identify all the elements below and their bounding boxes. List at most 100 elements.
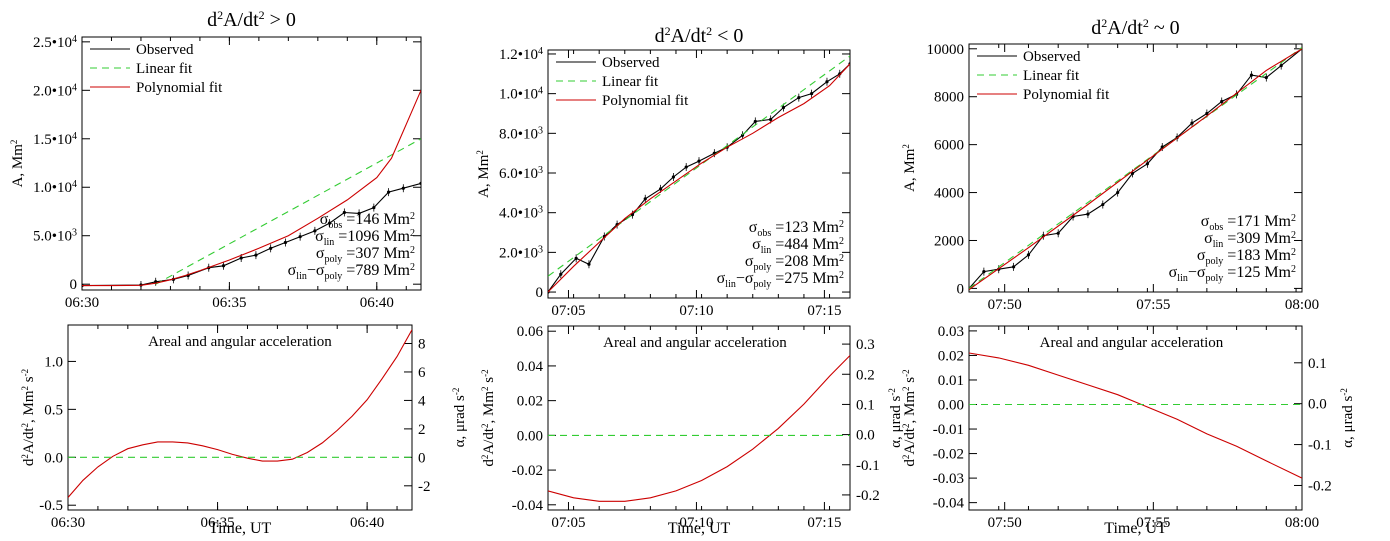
y-tick-label: 0.02 — [517, 394, 543, 410]
plot-area — [969, 352, 1302, 479]
y-tick-label: 0.5 — [44, 402, 63, 418]
y-tick-label: -0.02 — [933, 447, 964, 463]
x-tick-label: 07:05 — [551, 303, 585, 319]
stat-annotation: σlin−σpoly =789 Mm2 — [288, 262, 415, 283]
x-axis-label: Time, UT — [1104, 520, 1167, 537]
plot-frame — [547, 49, 851, 299]
y-tick-label: 6.0•103 — [499, 165, 543, 183]
y-tick-label: -0.03 — [933, 471, 964, 487]
y-tick-label: -0.01 — [933, 422, 964, 438]
y-tick-label: -0.04 — [512, 498, 544, 514]
plot-area — [548, 355, 850, 502]
y-tick-label: 0.06 — [517, 324, 544, 340]
chart-title: d2A/dt2 > 0 — [207, 8, 296, 31]
y2-axis-label: α, μrad s-2 — [1339, 388, 1356, 448]
series-polynomial-fit — [82, 90, 421, 287]
y-tick-label: 1.0•104 — [499, 85, 543, 103]
legend-label: Polynomial fit — [1023, 87, 1110, 103]
y-tick-label: 0 — [536, 285, 544, 301]
x-tick-label: 08:00 — [1285, 297, 1319, 313]
y-tick-label: 6000 — [934, 138, 964, 154]
y-tick-label: 8.0•103 — [499, 125, 543, 143]
chart-panel-2: 07:05 07:10 07:15 0 2.0•103 4.0•103 6.0•103 8.0… — [475, 24, 851, 319]
y2-tick-label: 0.3 — [856, 337, 875, 353]
x-tick-label: 06:40 — [360, 295, 394, 311]
y2-tick-label: 2 — [418, 422, 426, 438]
y2-tick-label: -0.2 — [856, 488, 880, 504]
y2-tick-label: 0.2 — [856, 367, 875, 383]
series-polynomial-fit — [548, 63, 850, 293]
chart-title: d2A/dt2 ~ 0 — [1091, 16, 1179, 39]
y-tick-label: 8000 — [934, 90, 964, 106]
y-axis-label: A, Mm2 — [9, 140, 26, 188]
x-tick-label: 06:40 — [350, 515, 384, 531]
y2-tick-label: -0.1 — [856, 458, 880, 474]
y-tick-label: 1.0•104 — [33, 179, 77, 197]
y2-tick-label: 4 — [418, 393, 426, 409]
y-tick-label: 0.04 — [517, 359, 544, 375]
plot-area — [969, 44, 1302, 292]
stat-annotation: σlin−σpoly =125 Mm2 — [1169, 264, 1296, 285]
plot-frame — [67, 324, 413, 511]
legend-label: Observed — [602, 55, 660, 71]
y2-tick-label: -0.2 — [1308, 478, 1332, 494]
y-tick-label: -0.04 — [933, 496, 965, 512]
chart-panel-1: 06:30 06:35 06:40 0 5.0•103 1.0•104 1.5•104 2.0… — [9, 8, 422, 311]
y-axis-label: d2A/dt2, Mm2 s-2 — [901, 369, 918, 466]
plot-frame — [547, 325, 851, 511]
legend-label: Polynomial fit — [136, 80, 223, 96]
x-tick-label: 07:55 — [1136, 515, 1170, 531]
x-tick-label: 07:50 — [988, 515, 1022, 531]
y2-tick-label: 0.0 — [856, 428, 875, 444]
plot-area — [548, 55, 850, 297]
y-tick-label: 4000 — [934, 186, 964, 202]
x-tick-label: 07:15 — [807, 515, 841, 531]
x-tick-label: 07:05 — [551, 515, 585, 531]
y-tick-label: 1.2•104 — [499, 45, 543, 63]
stat-annotation: σobs =146 Mm2 — [320, 211, 415, 232]
x-tick-label: 07:10 — [679, 303, 713, 319]
legend-label: Linear fit — [136, 61, 193, 77]
series-acceleration — [68, 329, 412, 498]
chart-panel-3: 07:50 07:55 08:00 0 2000 4000 6000 8000 10000 A, … — [901, 16, 1319, 313]
stat-annotation: σobs =123 Mm2 — [749, 219, 844, 240]
y-tick-label: 4.0•103 — [499, 204, 543, 222]
x-tick-label: 07:50 — [988, 297, 1022, 313]
series-acceleration — [548, 355, 850, 502]
y-tick-label: 0 — [70, 277, 78, 293]
y2-tick-label: 0.0 — [1308, 397, 1327, 413]
stat-annotation: σlin =309 Mm2 — [1204, 230, 1296, 251]
stat-annotation: σpoly =183 Mm2 — [1197, 247, 1296, 268]
y-axis-label: d2A/dt2, Mm2 s-2 — [480, 369, 497, 466]
x-tick-label: 07:55 — [1136, 297, 1170, 313]
y-tick-label: 0.01 — [938, 373, 964, 389]
plot-area — [68, 329, 412, 498]
legend-label: Polynomial fit — [602, 93, 689, 109]
chart-title: Areal and angular acceleration — [1040, 335, 1224, 351]
series-polynomial-fit — [969, 48, 1302, 291]
y2-tick-label: 8 — [418, 337, 426, 353]
plot-frame — [968, 325, 1303, 511]
y-tick-label: 1.5•104 — [33, 130, 77, 148]
y-tick-label: 2.0•104 — [33, 82, 77, 100]
y-tick-label: 0.00 — [517, 428, 543, 444]
y2-tick-label: 0 — [418, 450, 426, 466]
y-tick-label: 0.03 — [938, 324, 964, 340]
y-axis-label: A, Mm2 — [901, 144, 918, 192]
y-tick-label: 0 — [957, 281, 965, 297]
y-tick-label: 5.0•103 — [33, 227, 77, 245]
x-axis-label: Time, UT — [209, 520, 272, 537]
stat-annotation: σlin =1096 Mm2 — [315, 228, 415, 249]
plot-frame — [81, 36, 422, 291]
chart-title: Areal and angular acceleration — [603, 335, 787, 351]
y-axis-label: d2A/dt2, Mm2 s-2 — [20, 369, 37, 466]
legend-label: Observed — [136, 42, 194, 58]
y2-tick-label: 0.1 — [856, 397, 875, 413]
series-acceleration — [969, 352, 1302, 479]
y-axis-label: A, Mm2 — [475, 150, 492, 198]
y-tick-label: -0.02 — [512, 463, 543, 479]
chart-title: d2A/dt2 < 0 — [655, 24, 744, 47]
y2-axis-label: α, μrad s-2 — [451, 388, 468, 448]
stat-annotation: σpoly =208 Mm2 — [745, 253, 844, 274]
